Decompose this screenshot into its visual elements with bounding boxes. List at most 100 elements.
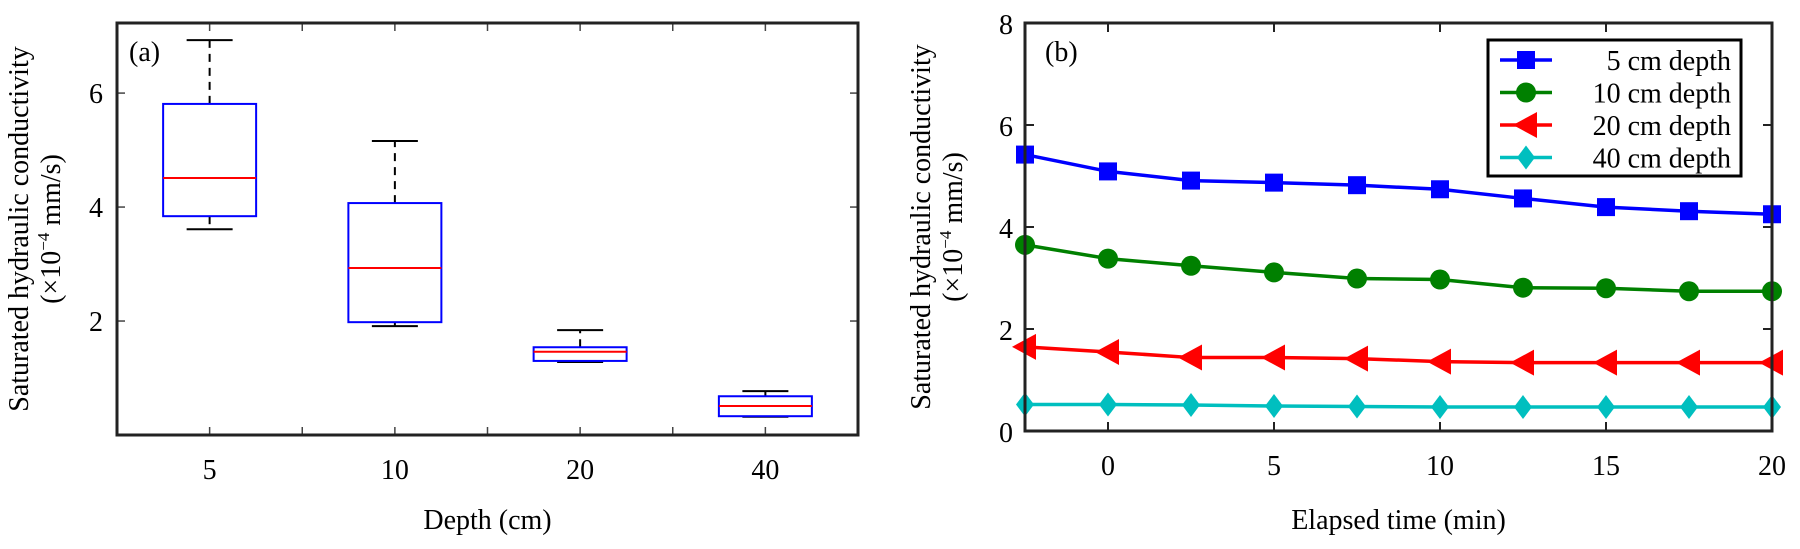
data-point [1431,395,1449,420]
ylabel-exponent: −4 [936,230,955,249]
box-40 [717,390,813,418]
y-axis-label-a-line2: (×10−4 mm/s) [34,154,67,304]
data-point [1347,268,1367,289]
data-point [1265,173,1283,192]
box-20 [532,329,628,364]
panel-b-linechart: (b) Elapsed time (min) Saturated hydraul… [906,10,1786,536]
y-tick-label: 4 [89,193,103,224]
data-point [1182,171,1200,190]
x-tick-label: 20 [1758,451,1786,482]
y-tick-label: 0 [999,418,1013,449]
series-40-cm-depth [1016,392,1781,420]
y-axis-label-a: Saturated hydraulic conductivity (×10−4 … [4,46,67,411]
y-tick-label: 8 [999,10,1013,41]
data-point [1596,278,1616,299]
data-point [1344,345,1368,372]
data-point [1679,281,1699,302]
x-tick-label: 10 [1426,451,1454,482]
iqr-box [532,346,628,362]
x-axis-label-b: Elapsed time (min) [1291,505,1506,536]
data-point [1181,255,1201,276]
x-tick-label: 5 [1267,451,1281,482]
ylabel-suffix: mm/s) [36,154,67,233]
series-line [1025,402,1772,409]
data-point [1676,349,1700,376]
panel-label-b: (b) [1045,37,1078,68]
series-10-cm-depth [1015,234,1782,302]
series-group [1012,145,1783,420]
data-point [1099,162,1117,181]
legend-entry: 40 cm depth [1500,144,1731,175]
x-tick-label: 5 [203,455,217,486]
legend-entry: 20 cm depth [1500,111,1731,142]
boxes-group [162,39,813,418]
data-point [1680,395,1698,420]
y-axis-label-b-line1: Saturated hydraulic conductivity [906,44,937,409]
series-line [1024,243,1772,294]
legend-label: 5 cm depth [1607,46,1731,77]
data-point [1597,198,1615,217]
data-point [1431,180,1449,199]
series-line [1024,345,1772,365]
data-point [1182,392,1200,417]
data-point [1348,176,1366,195]
data-point [1514,395,1532,420]
data-point [1099,392,1117,417]
data-point [1430,269,1450,290]
y-axis-label-a-line1: Saturated hydraulic conductivity [4,46,35,411]
data-point [1265,394,1283,419]
legend-marker [1517,51,1535,69]
legend-marker [1513,112,1537,138]
ylabel-prefix: (×10 [938,249,969,302]
data-point [1513,277,1533,298]
x-tick-label: 0 [1101,451,1115,482]
panel-a-boxplot: (a) Depth (cm) Saturated hydraulic condu… [4,21,860,536]
series-line [1024,152,1773,216]
data-point [1597,395,1615,420]
legend-entry: 5 cm depth [1500,46,1731,77]
ylabel-suffix: mm/s) [938,152,969,231]
ylabel-exponent: −4 [34,232,53,251]
data-point [1178,344,1202,371]
data-point [1680,202,1698,221]
y-axis-label-b-line2: (×10−4 mm/s) [936,152,969,302]
legend-label: 10 cm depth [1593,79,1731,110]
series-5-cm-depth [1016,145,1781,224]
iqr-box [162,102,258,218]
a-tick-labels: 5 10 20 40 2 4 6 [89,79,779,486]
legend-entry: 10 cm depth [1500,79,1731,110]
a-plot-frame [115,21,860,437]
y-tick-label: 6 [999,112,1013,143]
box-5 [162,39,258,231]
y-axis-label-b: Saturated hydraulic conductivity (×10−4 … [906,44,969,409]
data-point [1593,349,1617,376]
x-tick-label: 20 [566,455,594,486]
y-tick-label: 4 [999,214,1013,245]
data-point [1348,394,1366,419]
legend-label: 40 cm depth [1593,144,1731,175]
panel-label-a: (a) [129,37,160,68]
b-tick-labels: 0 5 10 15 20 0 2 4 6 8 [999,10,1786,482]
x-tick-label: 10 [381,455,409,486]
x-tick-label: 40 [751,455,779,486]
iqr-box [347,202,443,324]
ylabel-prefix: (×10 [36,251,67,304]
data-point [1514,189,1532,208]
legend-marker [1517,145,1535,170]
data-point [1098,248,1118,269]
data-point [1261,344,1285,371]
series-20-cm-depth [1012,333,1783,376]
b-plot-frame [1023,21,1774,433]
legend-label: 20 cm depth [1593,111,1731,142]
y-tick-label: 6 [89,79,103,110]
legend-marker [1516,82,1536,103]
data-point [1427,348,1451,375]
y-tick-label: 2 [89,307,103,338]
x-tick-label: 15 [1592,451,1620,482]
x-axis-label-a: Depth (cm) [423,505,551,536]
data-point [1264,262,1284,283]
box-10 [347,139,443,328]
y-tick-label: 2 [999,316,1013,347]
